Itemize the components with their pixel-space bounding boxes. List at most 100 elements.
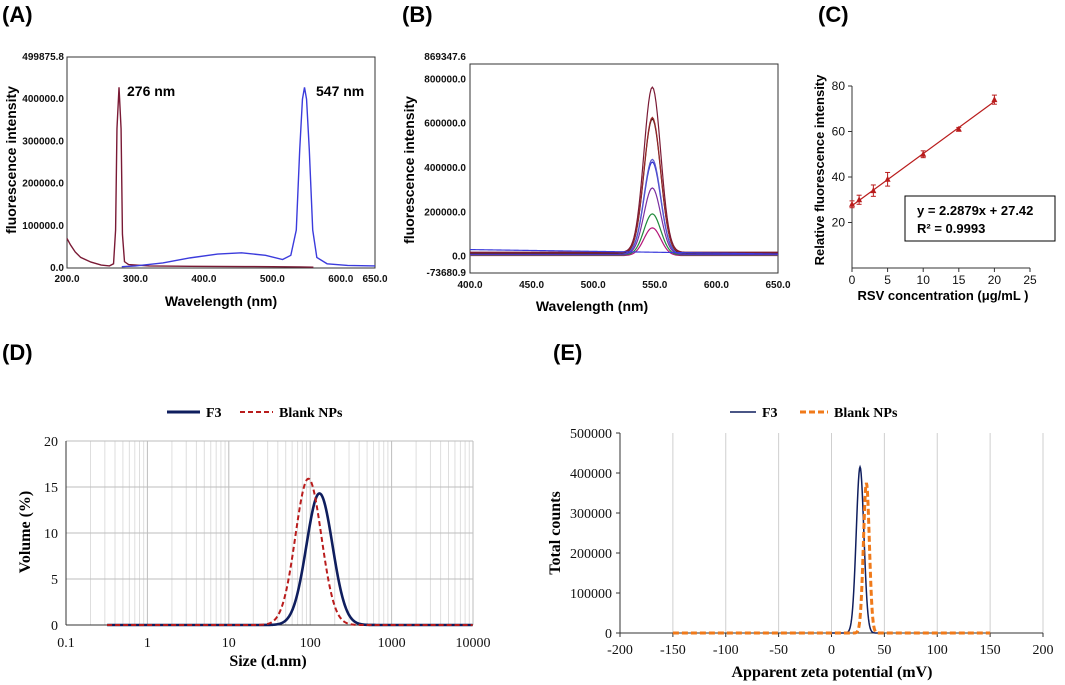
chart-c-ylabel: Relative fluorescence intensity xyxy=(812,74,827,266)
chart-c-equation-box xyxy=(904,195,1056,242)
chart-b-ytick: 600000.0 xyxy=(424,119,466,130)
chart-e-ytick: 0 xyxy=(605,627,612,642)
chart-e-ytick: 500000 xyxy=(570,427,612,442)
chart-e-xtick: 150 xyxy=(980,643,1001,658)
chart-b-series-c7 xyxy=(470,116,778,254)
chart-e-xtick: 100 xyxy=(927,643,948,658)
chart-e-legend-blank: Blank NPs xyxy=(834,406,898,421)
chart-b-ytick: 200000.0 xyxy=(424,207,466,218)
chart-e-xtick: 200 xyxy=(1033,643,1054,658)
chart-c-point xyxy=(920,150,927,157)
panel-label-b: (B) xyxy=(402,2,433,27)
chart-a-xtick: 300.0 xyxy=(123,274,148,285)
chart-d-ylabel: Volume (%) xyxy=(17,491,34,574)
chart-d-ytick: 5 xyxy=(51,573,58,588)
chart-b-xlabel: Wavelength (nm) xyxy=(536,298,648,314)
chart-e-xtick: -100 xyxy=(713,643,739,658)
chart-e-ytick: 100000 xyxy=(570,587,612,602)
chart-c-xtick: 20 xyxy=(988,273,1002,287)
chart-c-r2: R² = 0.9993 xyxy=(917,221,985,236)
chart-c-point xyxy=(955,125,962,132)
chart-b-ymin-label: -73680.9 xyxy=(427,268,467,279)
chart-d-ytick: 0 xyxy=(51,619,58,634)
chart-c-point xyxy=(991,96,998,103)
chart-b-xtick: 650.0 xyxy=(765,280,790,291)
panel-label-d: (D) xyxy=(2,340,33,365)
chart-a: 200.0 300.0 400.0 500.0 600.0 650.0 0.0 100000.… xyxy=(3,52,388,309)
chart-c-xtick: 15 xyxy=(952,273,966,287)
chart-d-xtick: 0.1 xyxy=(57,636,75,651)
chart-b-ylabel: fluorescence intensity xyxy=(401,96,417,244)
chart-b-series-c5 xyxy=(470,158,778,255)
chart-a-frame xyxy=(66,56,376,269)
chart-e-ylabel: Total counts xyxy=(547,491,564,574)
chart-b-series-c3 xyxy=(470,187,778,256)
chart-b-xtick: 450.0 xyxy=(519,280,544,291)
chart-c-equation: y = 2.2879x + 27.42 xyxy=(917,203,1033,218)
chart-d-legend-f3: F3 xyxy=(206,406,222,421)
chart-a-xlabel: Wavelength (nm) xyxy=(165,293,277,309)
chart-b-series-c2 xyxy=(470,213,778,256)
chart-c-ytick: 40 xyxy=(832,170,846,184)
chart-b-ytick: 800000.0 xyxy=(424,74,466,85)
chart-e-xlabel: Apparent zeta potential (mV) xyxy=(731,664,932,681)
chart-c-ytick: 80 xyxy=(832,79,846,93)
chart-e-xtick: -200 xyxy=(607,643,633,658)
chart-c: 0 5 10 15 20 25 20 40 60 80 y = 2.2879x + 27.42 R… xyxy=(812,74,1056,303)
chart-d-xtick: 100 xyxy=(300,636,321,651)
chart-e-ytick: 300000 xyxy=(570,507,612,522)
chart-e-legend-f3: F3 xyxy=(762,406,778,421)
chart-e: -200 -150 -100 -50 0 50 100 150 200 0 100000 200000… xyxy=(547,406,1054,681)
chart-a-ytick: 100000.0 xyxy=(22,221,64,232)
chart-a-series-emission xyxy=(121,87,376,268)
chart-c-xtick: 25 xyxy=(1023,273,1037,287)
chart-a-series-excitation xyxy=(66,87,314,268)
chart-a-xtick: 600.0 xyxy=(328,274,353,285)
panel-label-a: (A) xyxy=(2,2,33,27)
chart-e-legend: F3 Blank NPs xyxy=(730,406,898,421)
chart-e-series-blank-nps xyxy=(672,482,991,635)
chart-a-xtick: 200.0 xyxy=(54,274,79,285)
chart-b-ytick: 0.0 xyxy=(452,252,466,263)
chart-d-xtick: 1 xyxy=(144,636,151,651)
chart-b-series-c8 xyxy=(470,86,778,253)
chart-a-ymax-label: 499875.8 xyxy=(22,52,64,63)
chart-b-xtick: 400.0 xyxy=(457,280,482,291)
chart-a-ytick: 300000.0 xyxy=(22,136,64,147)
chart-e-xtick: 50 xyxy=(877,643,891,658)
chart-a-annotation-276: 276 nm xyxy=(127,83,175,99)
chart-e-ytick: 200000 xyxy=(570,547,612,562)
chart-a-ytick: 400000.0 xyxy=(22,94,64,105)
chart-a-xtick: 400.0 xyxy=(191,274,216,285)
chart-b-series-c6 xyxy=(470,118,778,254)
chart-a-ytick: 0.0 xyxy=(50,263,64,274)
chart-d-ytick: 10 xyxy=(44,527,58,542)
chart-a-ytick: 200000.0 xyxy=(22,179,64,190)
chart-d-ytick: 15 xyxy=(44,481,58,496)
chart-c-xtick: 0 xyxy=(849,273,856,287)
chart-c-ytick: 60 xyxy=(832,125,846,139)
chart-b-frame xyxy=(469,63,779,274)
chart-a-ylabel: fluorescence intensity xyxy=(3,86,19,234)
chart-c-point xyxy=(856,196,863,203)
panel-label-c: (C) xyxy=(818,2,849,27)
chart-b-xtick: 550.0 xyxy=(642,280,667,291)
chart-a-xtick: 500.0 xyxy=(260,274,285,285)
chart-b-series-c1 xyxy=(470,227,778,257)
chart-c-point xyxy=(884,175,891,182)
chart-d-xlabel: Size (d.nm) xyxy=(229,653,306,670)
chart-a-annotation-547: 547 nm xyxy=(316,83,364,99)
chart-b-xtick: 500.0 xyxy=(581,280,606,291)
chart-b-xtick: 600.0 xyxy=(704,280,729,291)
chart-e-xtick: -150 xyxy=(660,643,686,658)
chart-d-series-f3 xyxy=(107,492,473,627)
chart-c-ytick: 20 xyxy=(832,216,846,230)
chart-c-xlabel: RSV concentration (μg/mL ) xyxy=(858,288,1029,303)
chart-d-legend-blank: Blank NPs xyxy=(279,406,343,421)
chart-b-series-c9 xyxy=(469,248,779,255)
chart-b-ytick: 400000.0 xyxy=(424,163,466,174)
chart-a-xtick: 650.0 xyxy=(362,274,387,285)
chart-d-legend: F3 Blank NPs xyxy=(167,406,343,421)
